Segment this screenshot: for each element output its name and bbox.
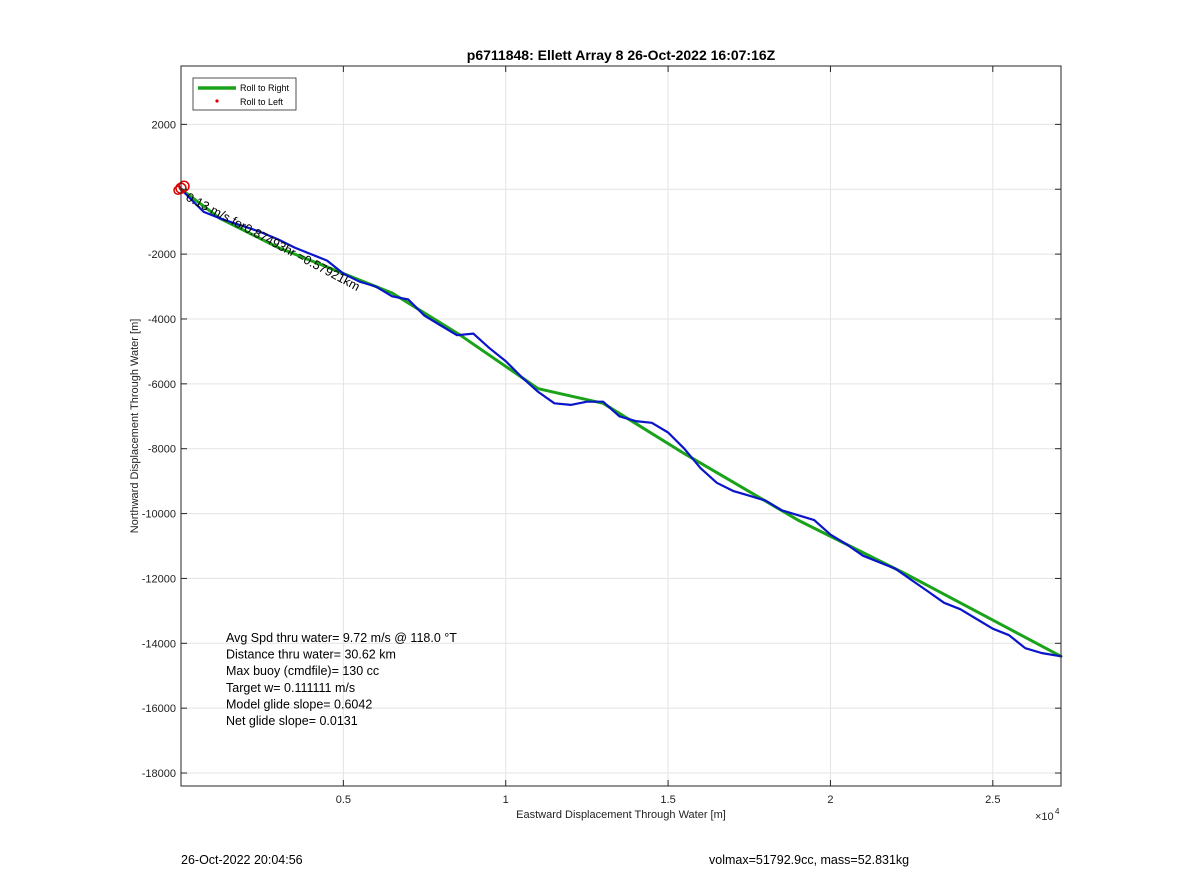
x-tick-label: 0.5	[336, 794, 351, 806]
stat-line: Distance thru water= 30.62 km	[226, 648, 396, 662]
x-exponent-power: 4	[1055, 807, 1060, 816]
legend: Roll to Right Roll to Left	[192, 77, 297, 111]
y-tick-label: -2000	[148, 249, 176, 261]
x-exponent: ×10 4	[1035, 807, 1060, 823]
legend-label-roll-right: Roll to Right	[240, 83, 290, 93]
x-tick-label: 2.5	[985, 794, 1000, 806]
stat-line: Target w= 0.111111 m/s	[226, 681, 355, 695]
footer-date: 26-Oct-2022 20:04:56	[181, 853, 303, 867]
x-tick-label: 1.5	[660, 794, 675, 806]
stat-line: Avg Spd thru water= 9.72 m/s @ 118.0 °T	[226, 631, 457, 645]
y-tick-label: -6000	[148, 379, 176, 391]
chart-title: p6711848: Ellett Array 8 26-Oct-2022 16:…	[467, 47, 776, 63]
series-layer	[179, 187, 1063, 658]
y-tick-label: 2000	[152, 119, 176, 131]
y-axis-label: Northward Displacement Through Water [m]	[129, 319, 141, 534]
stat-line: Max buoy (cmdfile)= 130 cc	[226, 664, 379, 678]
stats-block: Avg Spd thru water= 9.72 m/s @ 118.0 °T D…	[226, 631, 457, 728]
y-tick-label: -18000	[142, 768, 176, 780]
plot-frame	[180, 65, 1062, 787]
y-tick-label: -8000	[148, 444, 176, 456]
x-axis-label: Eastward Displacement Through Water [m]	[516, 809, 726, 821]
x-tick-label: 2	[827, 794, 833, 806]
segment-annotation: 0.13 m/s for0.87493hr =0.57921km	[184, 190, 363, 294]
stat-line: Net glide slope= 0.0131	[226, 714, 358, 728]
y-tick-label: -10000	[142, 509, 176, 521]
legend-box	[192, 77, 297, 111]
x-exponent-base: ×10	[1035, 811, 1054, 823]
series-roll-to-right-line	[179, 187, 1063, 658]
y-tick-label: -16000	[142, 703, 176, 715]
legend-swatch-roll-left	[215, 99, 219, 103]
footer-info: volmax=51792.9cc, mass=52.831kg	[709, 853, 910, 867]
y-tick-label: -14000	[142, 638, 176, 650]
y-tick-label: -12000	[142, 573, 176, 585]
stat-line: Model glide slope= 0.6042	[226, 697, 372, 711]
x-tick-label: 1	[503, 794, 509, 806]
ticks: 0.5 1 1.5 2 2.5 2000 -2000 -4000 -6000 -8000 -1000…	[142, 66, 1061, 806]
y-tick-label: -4000	[148, 314, 176, 326]
series-track-line	[179, 188, 1063, 658]
origin-marker	[173, 185, 183, 195]
legend-label-roll-left: Roll to Left	[240, 97, 284, 107]
